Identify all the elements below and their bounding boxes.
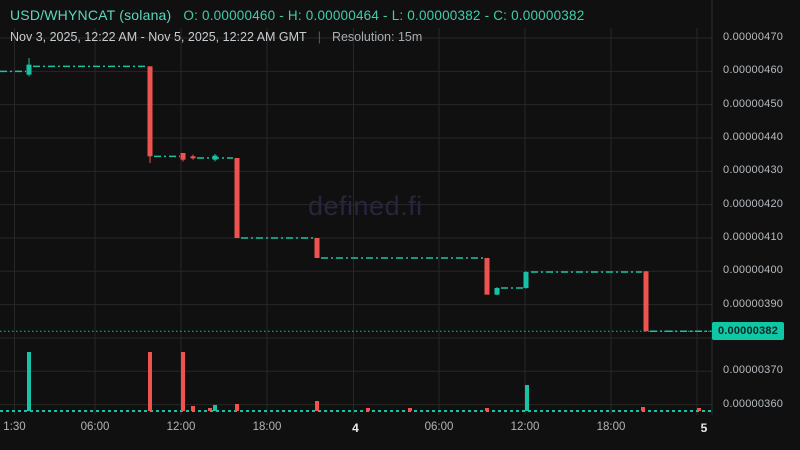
volume-bar	[148, 352, 152, 411]
resolution-label: Resolution: 15m	[331, 30, 423, 44]
candle-body	[494, 287, 500, 295]
candle-body	[523, 271, 529, 288]
time-axis-label: 12:00	[510, 421, 540, 433]
candle-body	[212, 155, 218, 160]
time-axis-label: 4	[352, 421, 359, 435]
current-price-badge: 0.00000382	[712, 322, 784, 341]
candle-body	[314, 237, 320, 258]
candle-body	[234, 157, 240, 238]
volume-bar	[181, 352, 185, 411]
candle-body	[643, 271, 649, 332]
candle-body	[484, 257, 490, 295]
price-axis-label: 0.00000360	[723, 397, 784, 410]
candle-body	[190, 156, 196, 159]
volume-bar	[191, 406, 195, 411]
time-axis-label: 5	[700, 421, 708, 435]
price-axis-label: 0.00000470	[723, 31, 784, 43]
time-axis-label: 18:00	[252, 421, 282, 433]
candle-body	[147, 66, 153, 157]
time-axis-label: 1:30	[3, 421, 26, 433]
price-axis-label: 0.00000410	[723, 230, 784, 243]
chart-header: USD/WHYNCAT (solana) O: 0.00000460 - H: …	[10, 7, 584, 44]
time-axis-label: 06:00	[80, 421, 110, 433]
volume-bar	[366, 408, 370, 411]
defined-fi-watermark: defined.fi	[308, 191, 423, 221]
price-axis[interactable]: 0.00000470 0.00000460 0.00000450 0.00000440…	[712, 0, 800, 415]
price-axis-label: 0.00000450	[723, 97, 784, 110]
volume-bar	[697, 408, 701, 411]
price-axis-label: 0.00000460	[723, 64, 784, 77]
price-axis-label: 0.00000400	[723, 264, 784, 277]
pair-title: USD/WHYNCAT (solana)	[10, 7, 172, 23]
volume-bar	[27, 352, 31, 411]
price-axis-label: 0.00000440	[723, 130, 784, 143]
header-separator: |	[317, 30, 321, 44]
volume-bar	[408, 408, 412, 411]
volume-bar	[641, 407, 645, 411]
price-axis-label: 0.00000370	[723, 364, 784, 377]
time-axis-label: 06:00	[424, 421, 454, 433]
volume-bar	[525, 385, 529, 411]
price-axis-label: 0.00000430	[723, 164, 784, 177]
volume-bar	[235, 404, 239, 411]
volume-bar	[315, 401, 319, 411]
time-axis-label: 12:00	[166, 421, 196, 433]
candle-body	[26, 64, 32, 75]
price-axis-label: 0.00000420	[723, 197, 784, 210]
volume-bar	[213, 405, 217, 411]
price-axis-label: 0.00000390	[723, 297, 784, 310]
volume-bar	[208, 408, 212, 411]
time-axis[interactable]: 1:30 06:00 12:00 18:00 4 06:00 12:00 18:00 5	[0, 415, 800, 450]
date-range: Nov 3, 2025, 12:22 AM - Nov 5, 2025, 12:…	[10, 30, 307, 44]
time-axis-label: 18:00	[596, 421, 626, 433]
volume-bar	[485, 408, 489, 411]
ohlc-values: O: 0.00000460 - H: 0.00000464 - L: 0.000…	[183, 8, 585, 23]
candle-body	[180, 152, 186, 160]
